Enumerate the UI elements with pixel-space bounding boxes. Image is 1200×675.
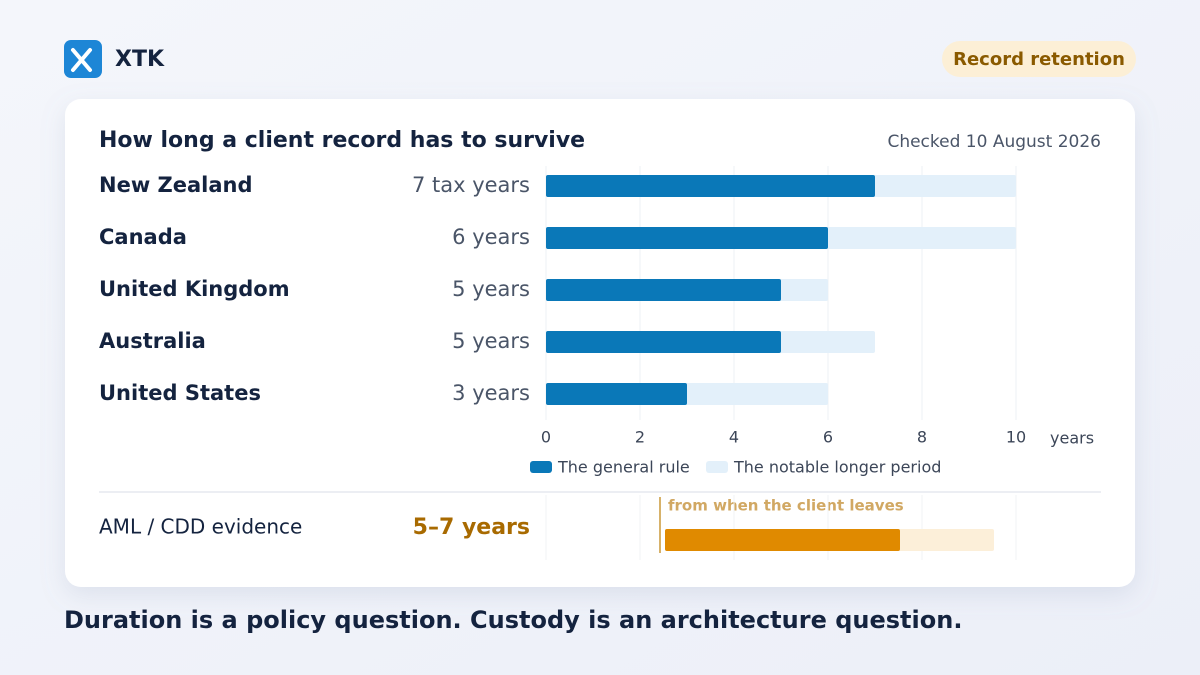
rule-bar [546,279,781,301]
legend-label: The notable longer period [733,458,941,477]
rule-bar [546,227,828,249]
legend-label: The general rule [557,458,690,477]
x-tick-label: 8 [917,428,927,447]
category-label: United Kingdom [99,277,290,301]
value-label: 5 years [452,277,530,301]
badge-bg [942,41,1136,77]
legend-swatch [530,461,552,473]
category-label: Canada [99,225,187,249]
aml-min-bar [665,529,900,551]
logo-mark [71,48,92,72]
legend-swatch [706,461,728,473]
x-tick-label: 0 [541,428,551,447]
aml-annotation: from when the client leaves [668,497,904,515]
x-tick-label: 4 [729,428,739,447]
badge: Record retention [953,49,1125,70]
category-label: United States [99,381,261,405]
x-tick-label: 6 [823,428,833,447]
value-label: 5 years [452,329,530,353]
rule-bar [546,175,875,197]
chart-subtitle: Checked 10 August 2026 [887,132,1101,152]
rule-bar [546,331,781,353]
brand: XTK [115,47,165,72]
rule-bar [546,383,687,405]
value-label: 3 years [452,381,530,405]
chart-title: How long a client record has to survive [99,128,585,153]
value-label: 6 years [452,225,530,249]
x-tick-label: 10 [1006,428,1026,447]
value-label: 7 tax years [412,173,530,197]
aml-value-label: 5–7 years [413,515,530,540]
x-axis-label: years [1050,429,1094,448]
footer: Duration is a policy question. Custody i… [64,606,962,634]
aml-label: AML / CDD evidence [99,515,302,539]
category-label: New Zealand [99,173,253,197]
category-label: Australia [99,329,206,353]
x-tick-label: 2 [635,428,645,447]
